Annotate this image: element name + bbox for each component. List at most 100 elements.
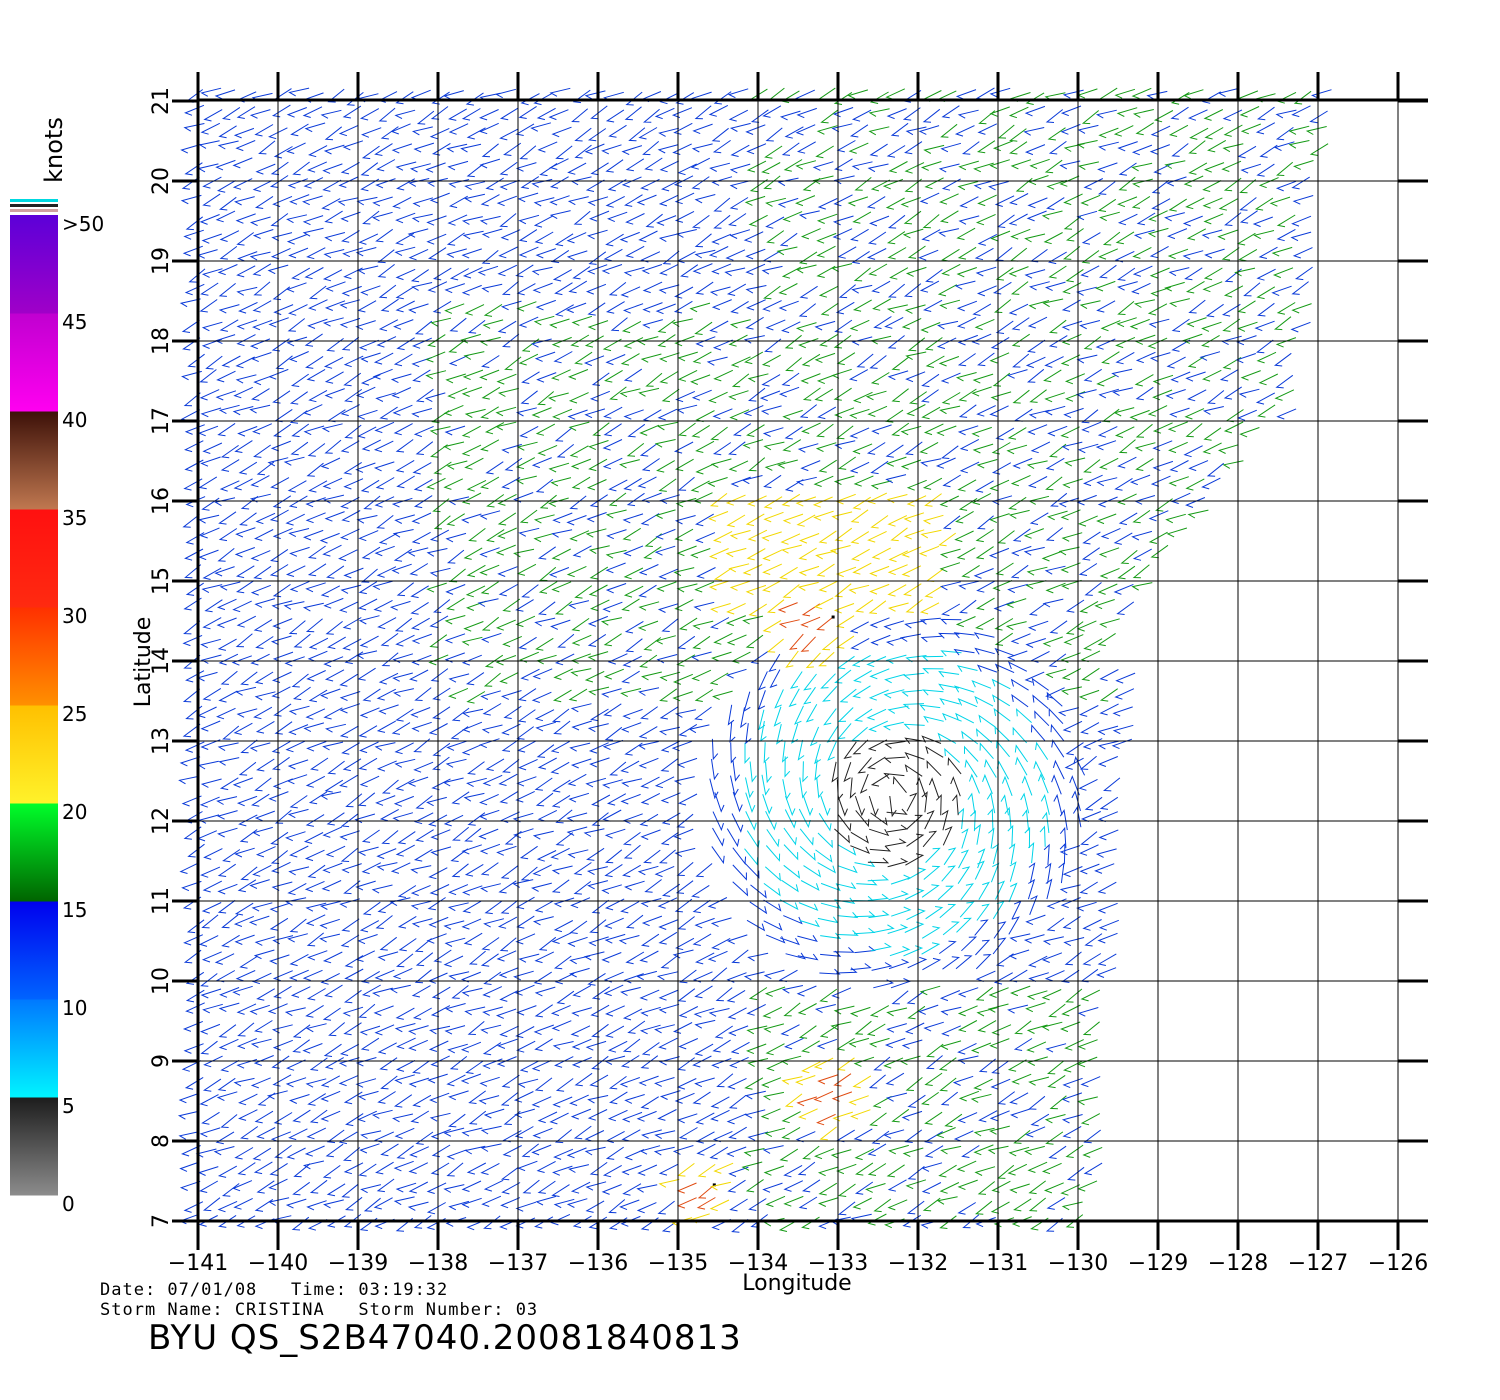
wind-vector <box>783 827 797 846</box>
wind-vector <box>621 598 640 612</box>
wind-vector <box>393 353 413 367</box>
wind-vector <box>958 849 969 869</box>
wind-vector <box>256 1180 275 1194</box>
wind-vector <box>816 245 836 258</box>
wind-vector <box>1046 179 1067 190</box>
wind-vector <box>479 547 500 558</box>
wind-vector <box>269 1162 288 1176</box>
wind-vector <box>289 580 310 593</box>
wind-vector <box>587 633 607 647</box>
wind-vector <box>1077 1180 1098 1192</box>
wind-vector <box>289 546 310 557</box>
wind-vector <box>585 1040 607 1051</box>
wind-vector <box>940 650 962 657</box>
wind-vector <box>515 162 537 172</box>
wind-vector <box>816 213 838 224</box>
wind-vector <box>288 1128 308 1141</box>
wind-vector <box>553 920 574 933</box>
wind-vector <box>605 1025 625 1038</box>
wind-vector <box>957 425 979 436</box>
wind-vector <box>957 1179 978 1191</box>
wind-vector <box>253 565 272 580</box>
wind-vector <box>200 407 222 418</box>
wind-vector <box>743 231 764 243</box>
wind-vector <box>375 915 393 929</box>
wind-vector <box>955 89 977 100</box>
wind-vector <box>429 192 450 204</box>
wind-vector <box>831 263 853 273</box>
wind-vector <box>818 813 832 832</box>
wind-vector <box>430 444 448 458</box>
wind-vector <box>1042 936 1064 946</box>
wind-vector <box>834 319 853 333</box>
wind-vector <box>870 515 889 529</box>
wind-vector <box>427 247 447 261</box>
wind-vector <box>1079 705 1099 717</box>
wind-vector <box>340 496 360 509</box>
wind-vector <box>288 724 309 736</box>
wind-vector <box>711 846 725 865</box>
wind-vector <box>675 390 696 403</box>
wind-vector <box>762 563 783 575</box>
wind-vector <box>480 439 500 452</box>
wind-vector <box>1011 1073 1032 1085</box>
wind-vector <box>1223 386 1242 400</box>
wind-vector <box>852 443 873 455</box>
wind-vector <box>496 845 517 856</box>
wind-vector <box>656 581 677 592</box>
wind-vector <box>270 831 289 846</box>
wind-vector <box>413 425 434 438</box>
wind-vector <box>889 795 897 818</box>
wind-vector <box>358 615 380 625</box>
wind-vector <box>867 1163 887 1176</box>
wind-vector <box>1132 246 1152 259</box>
wind-vector <box>394 1074 415 1084</box>
wind-vector <box>642 281 663 294</box>
wind-vector <box>604 933 626 944</box>
wind-vector <box>884 673 905 684</box>
wind-vector <box>744 1077 764 1090</box>
wind-vector <box>837 930 859 936</box>
wind-vector <box>674 458 694 472</box>
wind-vector <box>869 1112 887 1127</box>
wind-vector <box>796 985 817 997</box>
wind-vector <box>1223 421 1244 434</box>
wind-vector <box>413 142 435 153</box>
wind-vector <box>641 1042 660 1056</box>
wind-vector <box>638 584 657 598</box>
wind-vector <box>1031 724 1046 741</box>
wind-vector <box>1097 881 1117 894</box>
wind-vector <box>518 353 539 366</box>
wind-vector <box>535 1195 557 1206</box>
wind-vector <box>250 1077 271 1089</box>
wind-vector <box>1064 457 1086 467</box>
wind-vector <box>707 950 728 962</box>
colorbar-band <box>10 705 58 804</box>
wind-vector <box>782 439 802 452</box>
wind-vector <box>465 585 486 598</box>
wind-vector <box>177 1110 199 1120</box>
wind-vector <box>623 477 642 491</box>
wind-vector <box>970 1042 992 1054</box>
wind-vector <box>656 654 678 664</box>
wind-vector <box>638 127 658 140</box>
wind-vector <box>782 513 804 524</box>
wind-vector <box>625 638 643 653</box>
wind-vector <box>941 809 949 831</box>
wind-vector <box>979 742 994 760</box>
wind-vector <box>430 846 452 856</box>
wind-vector <box>1097 756 1118 767</box>
wind-vector <box>395 953 414 968</box>
wind-vector <box>944 747 960 763</box>
wind-vector <box>603 703 622 717</box>
wind-vector <box>343 355 364 368</box>
wind-vector <box>1222 356 1242 370</box>
wind-vector <box>976 285 997 297</box>
wind-vector <box>1185 423 1203 438</box>
wind-vector <box>341 863 362 874</box>
wind-vector <box>906 1200 925 1215</box>
wind-vector <box>1061 333 1082 346</box>
wind-vector <box>307 864 326 879</box>
wind-vector <box>709 162 731 172</box>
wind-vector <box>854 1148 875 1161</box>
